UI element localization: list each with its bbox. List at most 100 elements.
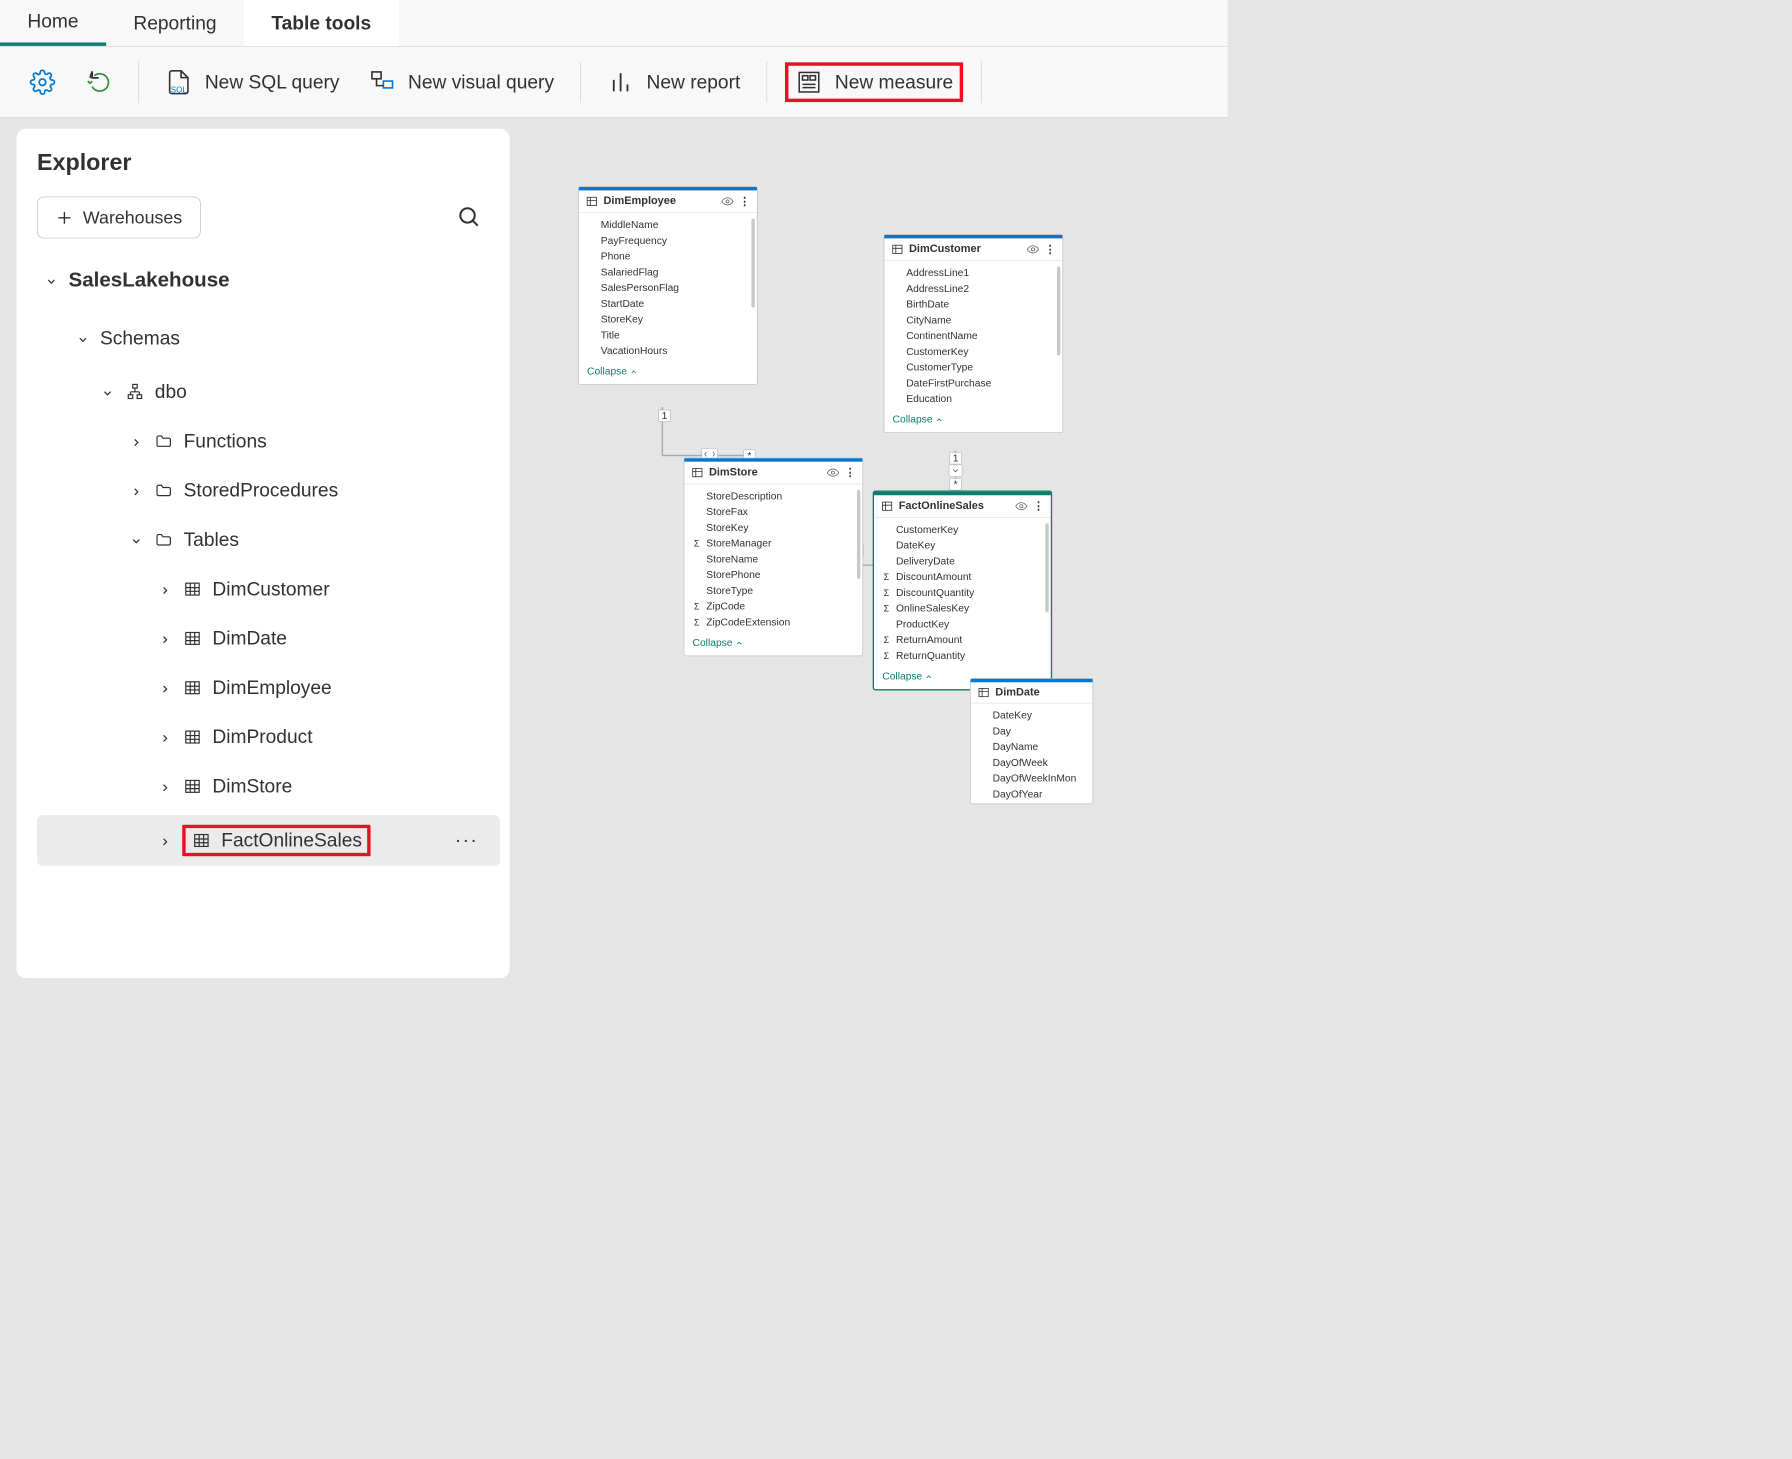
field-row[interactable]: CustomerKey: [880, 522, 1049, 538]
cardinality-one: 1: [949, 452, 961, 464]
field-row[interactable]: SalesPersonFlag: [584, 280, 754, 296]
new-measure-button[interactable]: New measure: [785, 62, 964, 102]
new-visual-query-button[interactable]: New visual query: [360, 61, 562, 102]
folder-icon: [153, 480, 174, 501]
tree-table-dimemployee[interactable]: DimEmployee: [37, 667, 500, 708]
field-row[interactable]: StoreName: [690, 551, 860, 567]
tree-table-dimproduct[interactable]: DimProduct: [37, 717, 500, 758]
field-row[interactable]: StoreType: [690, 583, 860, 599]
tree-tables-label: Tables: [184, 529, 239, 551]
field-row[interactable]: Day: [976, 723, 1090, 739]
field-row[interactable]: StoreFax: [690, 504, 860, 520]
field-row[interactable]: DiscountQuantity: [880, 585, 1049, 601]
field-row[interactable]: Education: [890, 391, 1060, 407]
tree-stored-procedures[interactable]: StoredProcedures: [37, 470, 500, 511]
field-row[interactable]: ZipCodeExtension: [690, 614, 860, 630]
chevron-right-icon: [158, 780, 173, 795]
field-row[interactable]: StorePhone: [690, 567, 860, 583]
visibility-icon[interactable]: [1027, 245, 1039, 255]
field-row[interactable]: DateKey: [976, 708, 1090, 724]
field-row[interactable]: CustomerType: [890, 360, 1060, 376]
more-icon[interactable]: ···: [455, 830, 478, 852]
tree-table-dimcustomer[interactable]: DimCustomer: [37, 569, 500, 610]
tree-table-dimdate[interactable]: DimDate: [37, 618, 500, 659]
field-row[interactable]: StartDate: [584, 296, 754, 312]
field-row[interactable]: OnlineSalesKey: [880, 601, 1049, 617]
field-row[interactable]: DayOfYear: [976, 786, 1090, 802]
tab-home[interactable]: Home: [0, 0, 106, 46]
field-row[interactable]: StoreDescription: [690, 488, 860, 504]
field-row[interactable]: MiddleName: [584, 217, 754, 233]
tree-tables[interactable]: Tables: [37, 519, 500, 560]
visibility-icon[interactable]: [1015, 501, 1027, 511]
tab-reporting[interactable]: Reporting: [106, 0, 244, 46]
toolbar-separator: [138, 61, 139, 102]
table-icon: [182, 677, 203, 698]
entity-dim-employee[interactable]: DimEmployee ⋮ MiddleNamePayFrequencyPhon…: [578, 186, 757, 385]
field-row[interactable]: DiscountAmount: [880, 569, 1049, 585]
scrollbar[interactable]: [857, 490, 860, 579]
field-row[interactable]: ReturnQuantity: [880, 648, 1049, 664]
field-row[interactable]: StoreManager: [690, 536, 860, 552]
field-row[interactable]: ReturnAmount: [880, 632, 1049, 648]
more-icon[interactable]: ⋮: [739, 195, 750, 209]
field-row[interactable]: StoreKey: [690, 520, 860, 536]
field-row[interactable]: DayOfWeek: [976, 755, 1090, 771]
new-sql-query-button[interactable]: SQL New SQL query: [157, 61, 348, 102]
warehouses-button[interactable]: Warehouses: [37, 197, 201, 239]
scrollbar[interactable]: [751, 219, 754, 308]
field-row[interactable]: SalariedFlag: [584, 264, 754, 280]
field-row[interactable]: DateFirstPurchase: [890, 375, 1060, 391]
new-visual-query-label: New visual query: [408, 71, 554, 93]
more-icon[interactable]: ⋮: [845, 466, 856, 480]
field-row[interactable]: DateKey: [880, 538, 1049, 554]
field-row[interactable]: PayFrequency: [584, 233, 754, 249]
more-icon[interactable]: ⋮: [1033, 499, 1044, 513]
tab-table-tools[interactable]: Table tools: [244, 0, 399, 46]
entity-dim-store[interactable]: DimStore ⋮ StoreDescriptionStoreFaxStore…: [684, 458, 863, 657]
collapse-button[interactable]: Collapse: [579, 360, 757, 384]
more-icon[interactable]: ⋮: [1045, 242, 1056, 256]
tree-root[interactable]: SalesLakehouse: [37, 259, 500, 301]
chevron-right-icon: [158, 682, 173, 697]
field-row[interactable]: AddressLine1: [890, 265, 1060, 281]
tree-schemas[interactable]: Schemas: [37, 318, 500, 359]
settings-button[interactable]: [21, 61, 65, 102]
node-title: DimStore: [709, 466, 758, 478]
field-row[interactable]: DayOfWeekInMon: [976, 771, 1090, 787]
field-row[interactable]: CustomerKey: [890, 344, 1060, 360]
field-row[interactable]: ContinentName: [890, 328, 1060, 344]
svg-text:SQL: SQL: [171, 85, 188, 94]
field-row[interactable]: CityName: [890, 312, 1060, 328]
field-row[interactable]: BirthDate: [890, 297, 1060, 313]
field-row[interactable]: StoreKey: [584, 312, 754, 328]
field-row[interactable]: ZipCode: [690, 599, 860, 615]
field-row[interactable]: DayName: [976, 739, 1090, 755]
field-row[interactable]: VacationHours: [584, 343, 754, 359]
refresh-icon: [85, 68, 112, 95]
tree-table-dimstore[interactable]: DimStore: [37, 766, 500, 807]
search-button[interactable]: [456, 204, 483, 231]
sql-query-icon: SQL: [165, 68, 192, 95]
field-row[interactable]: Title: [584, 327, 754, 343]
model-canvas[interactable]: 1 * 1 * 1 * *: [510, 118, 1228, 1000]
field-row[interactable]: Phone: [584, 249, 754, 265]
scrollbar[interactable]: [1057, 266, 1060, 355]
entity-dim-date[interactable]: DimDate DateKeyDayDayNameDayOfWeekDayOfW…: [970, 678, 1093, 804]
entity-dim-customer[interactable]: DimCustomer ⋮ AddressLine1AddressLine2Bi…: [884, 234, 1063, 433]
field-row[interactable]: DeliveryDate: [880, 553, 1049, 569]
collapse-button[interactable]: Collapse: [684, 632, 862, 656]
visibility-icon[interactable]: [827, 468, 839, 478]
tree-table-factonlinesales[interactable]: FactOnlineSales···: [37, 815, 500, 866]
refresh-button[interactable]: [77, 61, 121, 102]
field-row[interactable]: AddressLine2: [890, 281, 1060, 297]
gear-icon: [29, 68, 56, 95]
field-row[interactable]: ProductKey: [880, 617, 1049, 633]
new-report-button[interactable]: New report: [599, 61, 749, 102]
collapse-button[interactable]: Collapse: [884, 408, 1062, 432]
tree-dbo[interactable]: dbo: [37, 371, 500, 412]
tree-functions[interactable]: Functions: [37, 421, 500, 462]
visibility-icon[interactable]: [721, 197, 733, 207]
entity-fact-online-sales[interactable]: FactOnlineSales ⋮ CustomerKeyDateKeyDeli…: [873, 490, 1052, 690]
scrollbar[interactable]: [1045, 523, 1048, 612]
